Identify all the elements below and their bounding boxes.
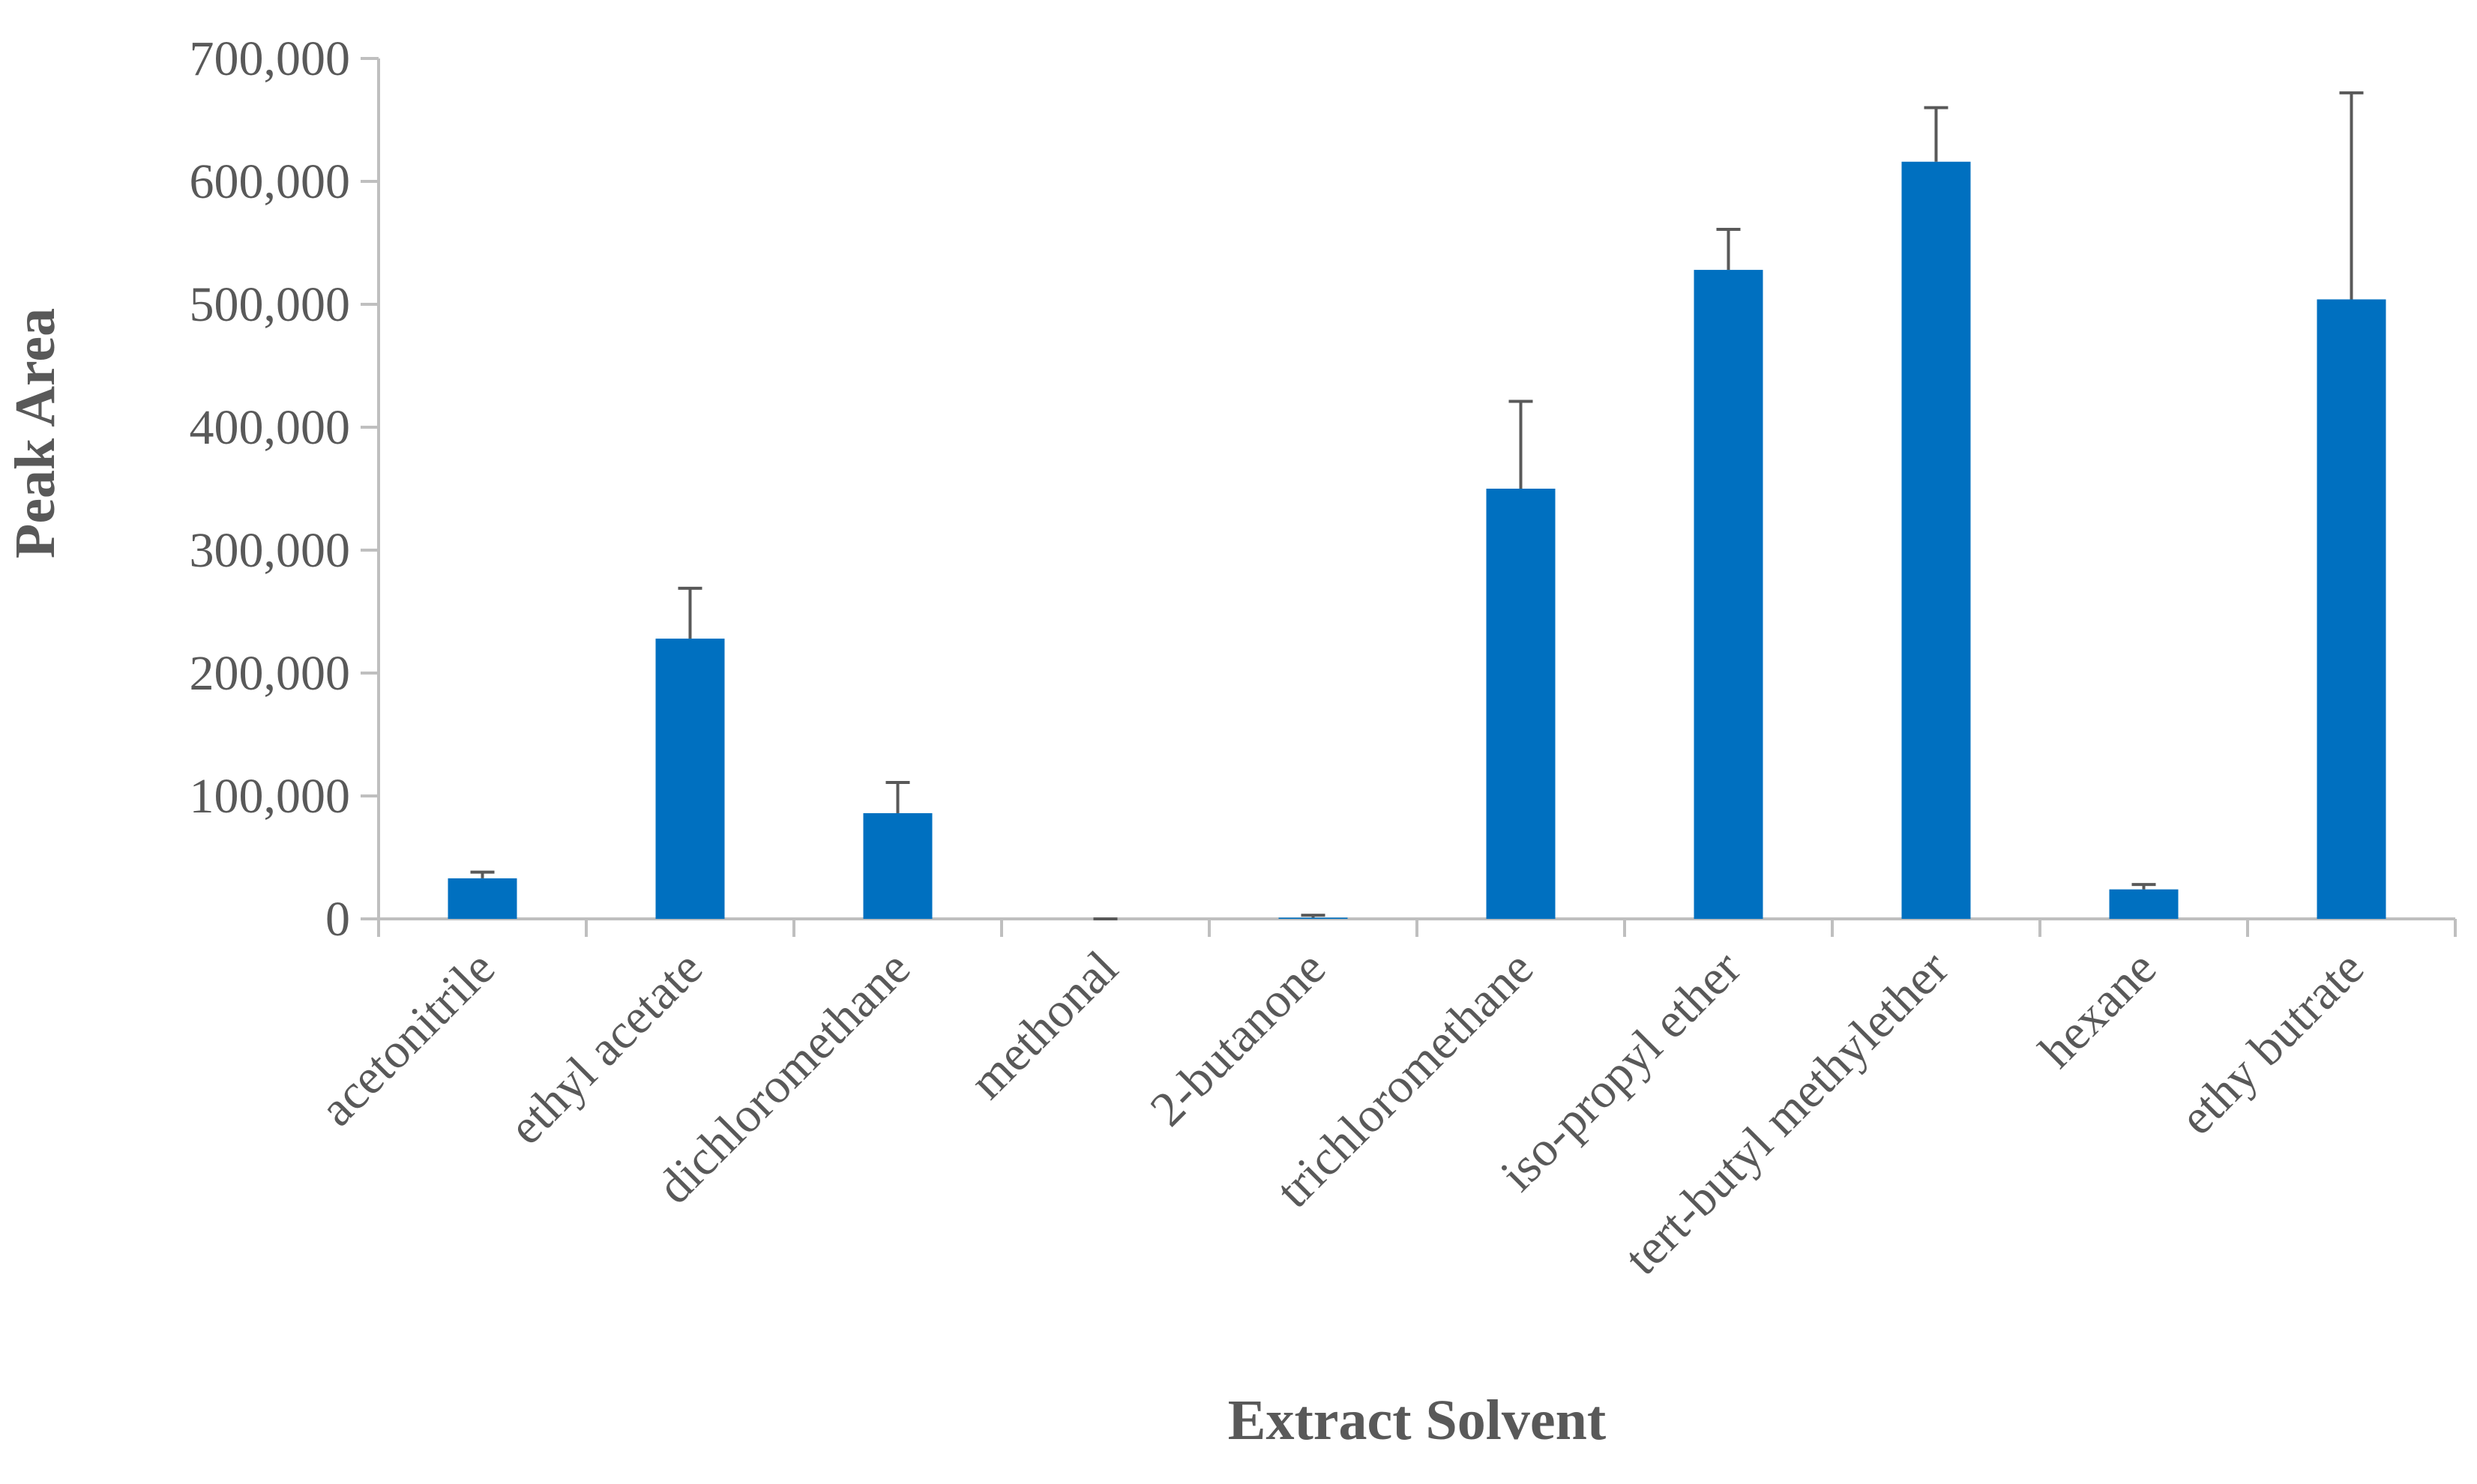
y-tick-label: 600,000 [190, 154, 351, 209]
axes [361, 57, 2457, 937]
y-tick-label: 0 [325, 892, 350, 947]
x-category-label: acetonitrile [310, 941, 506, 1137]
bar [1694, 270, 1763, 920]
y-tick-labels: 0 100,000 200,000 300,000 400,000 500,000 600,… [190, 31, 351, 947]
x-category-label: hexane [2029, 941, 2167, 1079]
bar [655, 639, 725, 919]
bar [2317, 299, 2386, 919]
bar [1278, 917, 1348, 919]
bar [1901, 161, 1971, 919]
y-tick-label: 400,000 [190, 400, 351, 455]
bar [448, 878, 517, 919]
x-category-label: 2-butanone [1140, 941, 1337, 1137]
y-tick-label: 300,000 [190, 523, 351, 578]
x-category-label: methonal [960, 941, 1128, 1109]
bar [2109, 889, 2179, 919]
x-category-label: ethyl acetate [499, 941, 713, 1155]
bar [1486, 489, 1556, 919]
y-tick-label: 500,000 [190, 277, 351, 332]
y-axis-title: Peak Area [4, 308, 67, 558]
y-tick-label: 200,000 [190, 646, 351, 701]
y-tick-label: 700,000 [190, 31, 351, 86]
y-tick-label: 100,000 [190, 769, 351, 824]
x-category-label: ethy butrate [2170, 941, 2374, 1145]
x-axis-title: Extract Solvent [1228, 1389, 1606, 1452]
bar [863, 812, 933, 919]
bars [448, 161, 2386, 920]
error-bars [470, 91, 2364, 920]
